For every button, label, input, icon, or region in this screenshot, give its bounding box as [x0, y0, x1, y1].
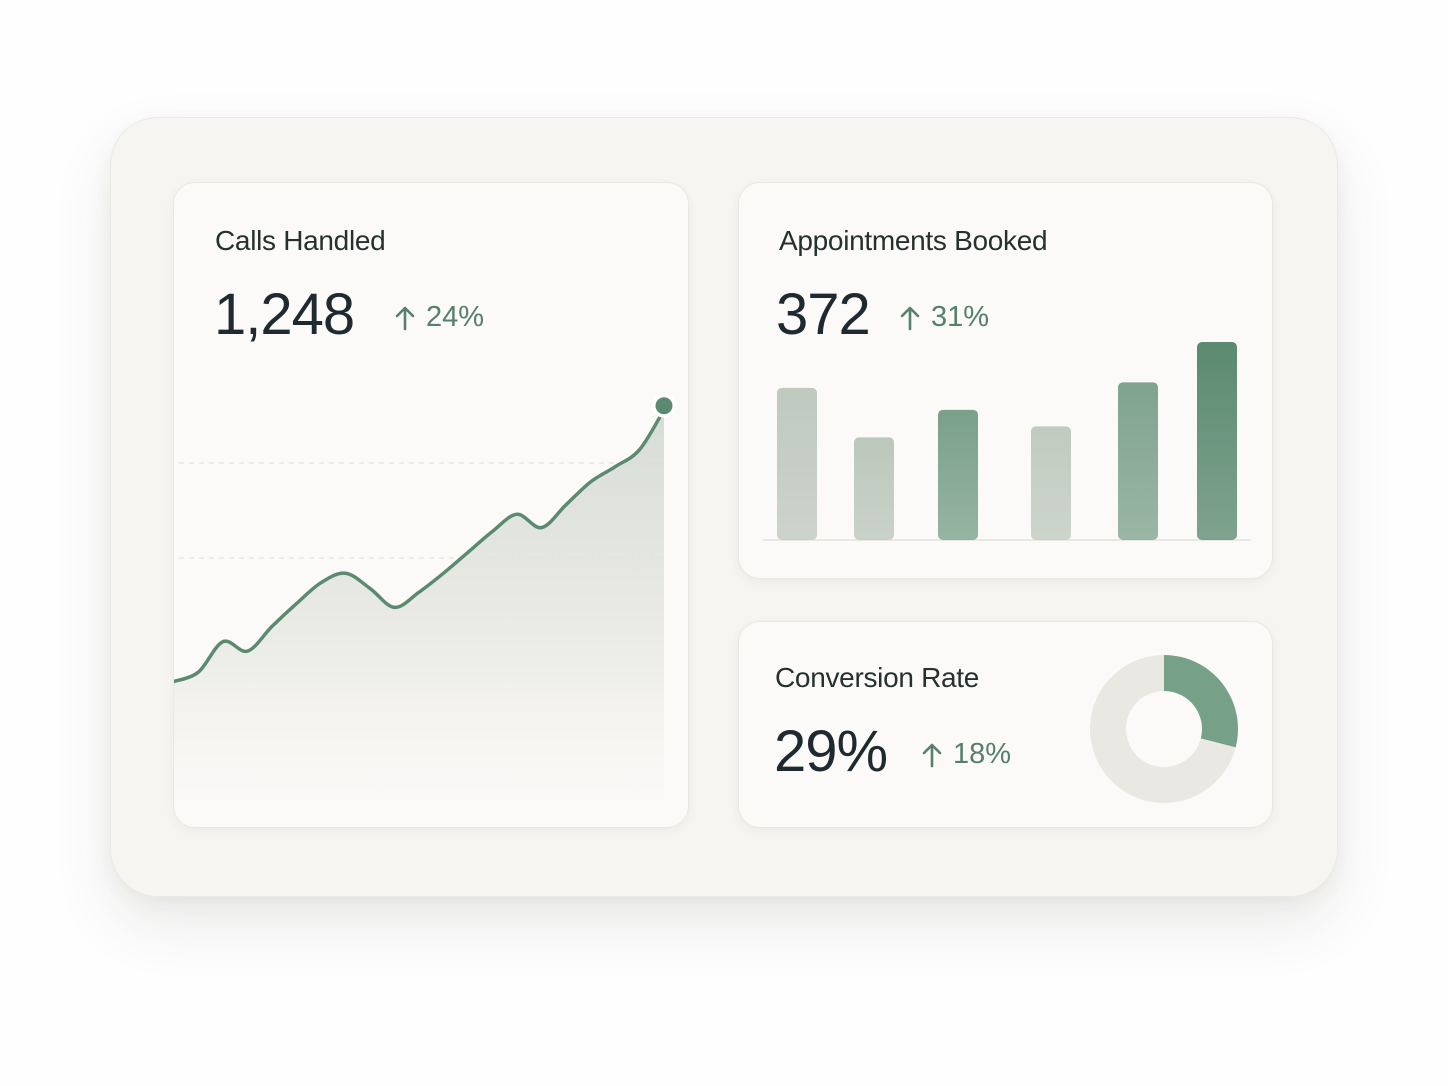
conversion-title: Conversion Rate: [775, 662, 980, 693]
donut-slice-remaining[interactable]: [1090, 655, 1236, 803]
conversion-donut-chart: [1090, 655, 1238, 803]
appointments-value: 372: [776, 282, 871, 347]
conversion-delta-value: 18%: [953, 738, 1012, 770]
appointments-bar-chart: [763, 342, 1251, 541]
calls-delta: 24%: [394, 301, 484, 334]
calls-delta-value: 24%: [426, 301, 485, 333]
bar-4[interactable]: [1031, 426, 1071, 540]
bar-1[interactable]: [777, 387, 817, 540]
conversion-rate-card[interactable]: Conversion Rate 29% 18%: [738, 621, 1273, 828]
donut-slice-converted[interactable]: [1164, 655, 1238, 748]
arrow-up-icon: [921, 742, 943, 768]
calls-last-point[interactable]: [655, 397, 673, 415]
calls-line-chart: [174, 393, 676, 827]
calls-area-fill: [174, 409, 664, 827]
appointments-delta: 31%: [899, 301, 989, 334]
dashboard-frame: Calls Handled 1,248 24% Appointments Boo…: [110, 117, 1338, 897]
arrow-up-icon: [899, 305, 921, 331]
calls-title: Calls Handled: [215, 225, 386, 256]
bar-2[interactable]: [854, 437, 894, 540]
conversion-value: 29%: [774, 719, 888, 784]
bar-5[interactable]: [1118, 382, 1158, 540]
appointments-delta-value: 31%: [931, 301, 990, 333]
bar-6[interactable]: [1197, 342, 1237, 540]
appointments-title: Appointments Booked: [779, 225, 1048, 256]
calls-value: 1,248: [214, 282, 355, 347]
appointments-booked-card[interactable]: Appointments Booked 372 31%: [738, 182, 1273, 579]
calls-handled-card[interactable]: Calls Handled 1,248 24%: [173, 182, 689, 828]
bar-3[interactable]: [938, 409, 978, 540]
calls-series-line: [174, 408, 666, 684]
conversion-delta: 18%: [921, 738, 1011, 771]
arrow-up-icon: [394, 305, 416, 331]
